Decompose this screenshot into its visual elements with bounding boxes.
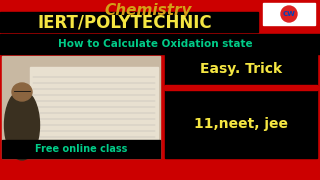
Text: Chemistry: Chemistry [104,3,192,17]
Text: How to Calculate Oxidation state: How to Calculate Oxidation state [58,39,252,49]
Bar [0,34,320,54]
Bar [0,12,258,32]
Text: IERT/POLYTECHNIC: IERT/POLYTECHNIC [38,13,212,31]
Text: Easy. Trick: Easy. Trick [200,62,282,76]
Bar [263,3,315,25]
Bar [165,53,317,85]
Bar [165,85,317,90]
Bar [165,90,317,158]
Text: Free online class: Free online class [35,144,127,154]
Bar [2,140,160,158]
Ellipse shape [12,83,32,101]
Ellipse shape [4,90,39,160]
Text: CW: CW [283,11,295,17]
Text: 11,neet, jee: 11,neet, jee [194,117,288,131]
Circle shape [281,6,297,22]
Bar [2,56,160,158]
Bar [30,67,158,145]
